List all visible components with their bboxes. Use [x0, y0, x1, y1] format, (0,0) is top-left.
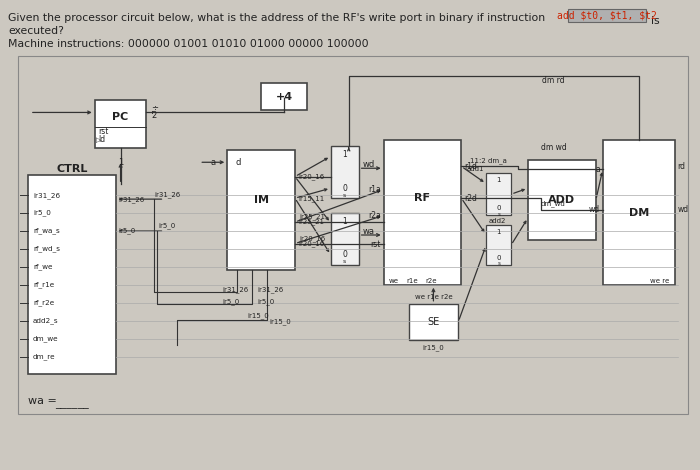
Text: rf_wd_s: rf_wd_s — [33, 245, 60, 252]
Text: ir20_16: ir20_16 — [298, 173, 324, 180]
Text: ÷: ÷ — [151, 103, 158, 112]
Bar — [568, 9, 645, 22]
Text: r1a: r1a — [368, 185, 381, 194]
Text: wa: wa — [363, 227, 375, 235]
Bar — [409, 304, 458, 340]
Text: d: d — [235, 158, 241, 167]
Text: ▷: ▷ — [96, 137, 101, 143]
Text: s: s — [343, 259, 346, 265]
Text: r1d: r1d — [464, 162, 477, 171]
Text: wd: wd — [589, 205, 600, 214]
Bar — [603, 141, 675, 285]
Text: ir15_0: ir15_0 — [423, 344, 445, 351]
Bar — [331, 213, 358, 265]
Text: ir5_0: ir5_0 — [257, 298, 274, 305]
Text: rf_r2e: rf_r2e — [33, 299, 54, 306]
Text: 1: 1 — [118, 158, 123, 167]
Bar — [228, 150, 295, 270]
Text: ir5_0: ir5_0 — [33, 210, 51, 217]
Text: add1: add1 — [467, 166, 484, 172]
Text: dm_we: dm_we — [33, 335, 59, 342]
Text: SE: SE — [427, 317, 440, 327]
Text: ir5_0: ir5_0 — [222, 298, 239, 305]
Text: ir31_26: ir31_26 — [118, 196, 145, 203]
Text: rd: rd — [678, 162, 685, 171]
Text: we re: we re — [650, 278, 670, 284]
Text: 1: 1 — [342, 150, 347, 159]
Text: 0: 0 — [496, 205, 501, 211]
Text: PC: PC — [113, 112, 129, 122]
Bar — [384, 141, 461, 285]
Text: ir31_26: ir31_26 — [154, 191, 181, 197]
Text: r2d: r2d — [464, 194, 477, 203]
Text: RF: RF — [414, 193, 430, 203]
Text: ir31_26: ir31_26 — [222, 286, 248, 293]
Text: 0: 0 — [342, 251, 347, 259]
Text: add $t0, $t1, $t2: add $t0, $t1, $t2 — [557, 10, 657, 20]
Text: 11:2 dm_a: 11:2 dm_a — [470, 157, 507, 164]
Text: rf_we: rf_we — [33, 264, 52, 270]
Text: rf_r1e: rf_r1e — [33, 282, 54, 288]
Text: dm_wd: dm_wd — [540, 200, 566, 207]
Text: DM: DM — [629, 208, 649, 218]
Text: executed?: executed? — [8, 26, 64, 36]
Text: ir25_21: ir25_21 — [299, 214, 325, 220]
Text: IM: IM — [253, 195, 269, 205]
Bar — [528, 160, 596, 240]
Text: ir15_11: ir15_11 — [298, 195, 324, 202]
Bar — [486, 225, 511, 265]
Text: ir15_0: ir15_0 — [269, 318, 290, 325]
Text: we r1e r2e: we r1e r2e — [414, 294, 452, 300]
Text: dm rd: dm rd — [542, 76, 564, 85]
Text: r2e: r2e — [426, 278, 437, 284]
Bar — [94, 101, 146, 149]
Text: ir31_26: ir31_26 — [33, 192, 60, 198]
Text: 0: 0 — [342, 184, 347, 193]
Bar — [18, 55, 687, 415]
Text: s: s — [497, 261, 500, 266]
Text: wd: wd — [678, 205, 689, 214]
Text: ir5_0: ir5_0 — [118, 227, 136, 235]
Text: rst: rst — [370, 240, 381, 249]
Text: dm_re: dm_re — [33, 353, 55, 360]
Text: ir25_21: ir25_21 — [298, 219, 324, 226]
Text: s: s — [343, 193, 346, 198]
Text: r1e: r1e — [407, 278, 418, 284]
Text: rst: rst — [99, 127, 109, 136]
Text: a: a — [595, 165, 600, 174]
Text: 0: 0 — [496, 255, 501, 261]
Text: +4: +4 — [275, 92, 293, 102]
Text: Machine instructions: 000000 01001 01010 01000 00000 100000: Machine instructions: 000000 01001 01010… — [8, 39, 369, 49]
Text: ______: ______ — [55, 400, 89, 409]
Bar — [261, 83, 307, 110]
Text: s: s — [497, 212, 500, 217]
Text: Given the processor circuit below, what is the address of the RF's write port in: Given the processor circuit below, what … — [8, 13, 545, 23]
Text: 1: 1 — [496, 229, 501, 235]
Text: rf_wa_s: rf_wa_s — [33, 227, 60, 235]
Text: wa =: wa = — [28, 396, 60, 407]
Text: 1: 1 — [342, 217, 347, 226]
Text: we: we — [389, 278, 398, 284]
Text: a: a — [210, 158, 215, 167]
Text: ir20_16: ir20_16 — [299, 235, 326, 242]
Text: ir15_0: ir15_0 — [247, 313, 269, 319]
Text: add2_s: add2_s — [33, 317, 59, 324]
Text: dm wd: dm wd — [541, 143, 567, 152]
Text: add2: add2 — [488, 218, 505, 224]
Text: ADD: ADD — [548, 195, 575, 205]
Text: 2: 2 — [152, 111, 157, 120]
Text: ir5_0: ir5_0 — [159, 223, 176, 229]
Text: r2a: r2a — [368, 211, 381, 220]
Bar — [486, 173, 511, 215]
Text: is: is — [650, 16, 659, 26]
Text: wd: wd — [363, 160, 375, 169]
Text: ld: ld — [99, 135, 106, 144]
Text: ir31_26: ir31_26 — [257, 286, 284, 293]
Bar — [28, 175, 116, 375]
Text: CTRL: CTRL — [56, 164, 88, 174]
Bar — [331, 146, 358, 198]
Text: ir20_16: ir20_16 — [298, 240, 324, 247]
Text: 1: 1 — [496, 177, 501, 183]
